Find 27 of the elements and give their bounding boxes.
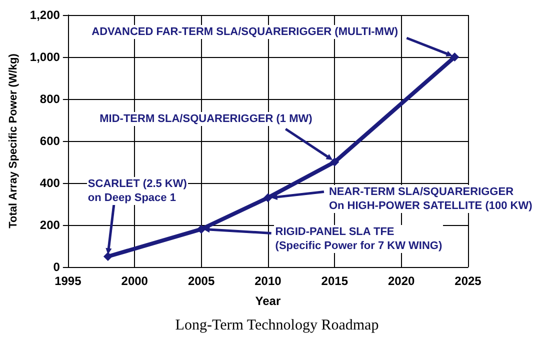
- y-tick-label: 0: [53, 260, 60, 274]
- point: [196, 224, 206, 234]
- x-tick-label: 2010: [254, 274, 282, 288]
- point: [450, 52, 460, 62]
- annotation: ADVANCED FAR-TERM SLA/SQUARERIGGER (MULTI-MW): [90, 25, 400, 39]
- annotation: MID-TERM SLA/SQUARERIGGER (1 MW): [98, 112, 314, 126]
- annotation: NEAR-TERM SLA/SQUARERIGGER On HIGH-POWER SATELLITE (100 KW): [328, 184, 534, 213]
- x-tick-label: 1995: [54, 274, 82, 288]
- text: Long-Term Technology Roadmap: [175, 318, 379, 334]
- point: [330, 158, 340, 166]
- point: [263, 193, 272, 202]
- x-axis-title: Year: [255, 294, 281, 308]
- x-tick-label: 2000: [121, 274, 148, 288]
- y-tick-label: 400: [40, 176, 60, 190]
- annotation: SCARLET (2.5 KW) on Deep Space 1: [86, 176, 188, 204]
- y-axis-title: Total Array Specific Power (W/kg): [8, 53, 20, 228]
- y-tick-label: 800: [40, 92, 60, 106]
- y-tick-label: 600: [40, 134, 60, 148]
- y-tick-label: 200: [40, 218, 60, 232]
- x-tick-label: 2025: [454, 274, 482, 288]
- point: [103, 252, 112, 261]
- x-tick-label: 2015: [321, 274, 348, 288]
- x-tick-label: 2005: [188, 274, 215, 288]
- y-tick-label: 1,200: [30, 8, 60, 22]
- annotation: RIGID-PANEL SLA TFE (Specific Power for 7 KW WING): [274, 225, 444, 254]
- x-tick-label: 2020: [388, 274, 415, 288]
- y-tick-label: 1,000: [30, 50, 60, 64]
